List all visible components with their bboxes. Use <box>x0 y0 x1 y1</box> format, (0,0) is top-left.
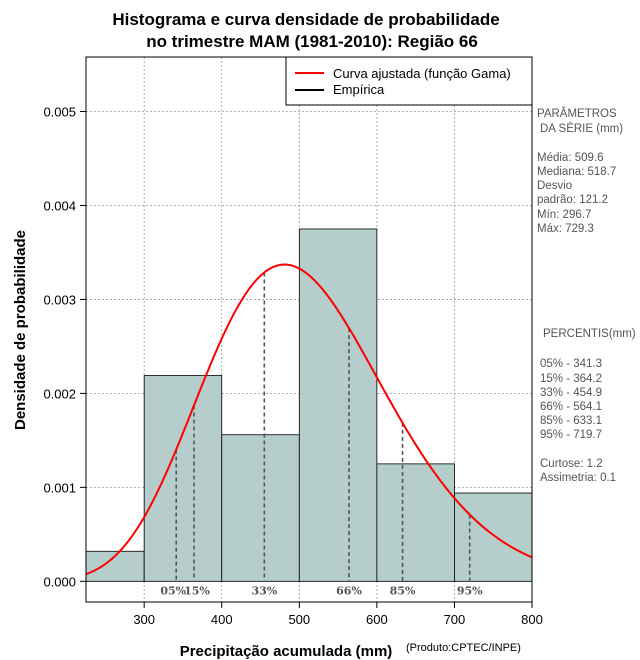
product-credit: (Produto:CPTEC/INPE) <box>406 642 521 654</box>
percentile-line: 95% - 719.7 <box>540 429 602 441</box>
percentile-line: 15% - 364.2 <box>540 373 602 385</box>
stat-line: Mín: 296.7 <box>537 209 591 221</box>
histogram-bar <box>143 375 223 582</box>
y-tick-label: 0.003 <box>43 292 76 307</box>
percentiles-panel: PERCENTIS(mm) 05% - 341.3 15% - 364.2 33… <box>540 328 636 484</box>
percentis-title: PERCENTIS(mm) <box>543 328 636 340</box>
stat-line: Desvio <box>537 180 572 192</box>
stat-line: Máx: 729.3 <box>537 223 594 235</box>
gamma-fit-curve <box>85 263 533 576</box>
x-tick-label: 800 <box>521 612 543 627</box>
params-title-line-2: DA SÉRIE (mm) <box>540 122 623 135</box>
histogram-bar <box>221 434 300 582</box>
stat-line: Mediana: 518.7 <box>537 166 616 178</box>
legend-box <box>285 56 533 106</box>
x-tick-label: 700 <box>444 612 466 627</box>
y-tick-label: 0.005 <box>43 105 76 120</box>
y-tick-label: 0.004 <box>43 198 76 213</box>
y-axis-ticks: 0.000 0.001 0.002 0.003 0.004 0.005 <box>43 105 86 589</box>
histogram-bars <box>85 228 533 582</box>
percentile-label: 66% <box>336 584 362 597</box>
series-parameters-panel: PARÂMETROS DA SÉRIE (mm) Média: 509.6 Me… <box>537 107 623 235</box>
percentile-label: 85% <box>390 584 416 597</box>
percentile-labels: 05%15% 33% 66% 85% 95% <box>160 584 483 597</box>
percentile-label: 95% <box>457 584 483 597</box>
y-tick-label: 0.001 <box>43 480 76 495</box>
histogram-bar <box>298 228 378 582</box>
stat-line: Média: 509.6 <box>537 152 604 164</box>
legend-label-curve: Curva ajustada (função Gama) <box>333 66 511 81</box>
legend-label-empirical: Empírica <box>333 82 385 97</box>
percentile-label: 33% <box>251 584 277 597</box>
legend: Curva ajustada (função Gama) Empírica <box>285 56 533 106</box>
x-axis-ticks: 300 400 500 600 700 800 <box>133 602 543 627</box>
x-axis-label: Precipitação acumulada (mm) <box>180 643 393 660</box>
percentile-line: 33% - 454.9 <box>540 387 602 399</box>
skewness-line: Assimetria: 0.1 <box>540 472 616 484</box>
percentile-line: 05% - 341.3 <box>540 358 602 370</box>
y-axis-label: Densidade de probabilidade <box>12 230 29 430</box>
percentile-line: 85% - 633.1 <box>540 415 602 427</box>
percentile-line: 66% - 564.1 <box>540 401 602 413</box>
kurtosis-line: Curtose: 1.2 <box>540 458 603 470</box>
params-title-line-1: PARÂMETROS <box>537 107 617 120</box>
stat-line: padrão: 121.2 <box>537 194 608 206</box>
histogram-bar <box>454 492 533 582</box>
percentile-lines <box>175 272 471 582</box>
percentile-label: 05% <box>160 584 186 597</box>
x-tick-label: 300 <box>133 612 155 627</box>
percentile-label: 15% <box>184 584 210 597</box>
chart-title: Histograma e curva densidade de probabil… <box>112 10 499 51</box>
x-tick-label: 600 <box>366 612 388 627</box>
y-tick-label: 0.000 <box>43 574 76 589</box>
y-tick-label: 0.002 <box>43 386 76 401</box>
x-tick-label: 400 <box>211 612 233 627</box>
x-tick-label: 500 <box>288 612 310 627</box>
histogram-bar <box>376 463 455 582</box>
chart-title-line-2: no trimestre MAM (1981-2010): Região 66 <box>146 32 478 51</box>
chart-title-line-1: Histograma e curva densidade de probabil… <box>112 10 499 29</box>
